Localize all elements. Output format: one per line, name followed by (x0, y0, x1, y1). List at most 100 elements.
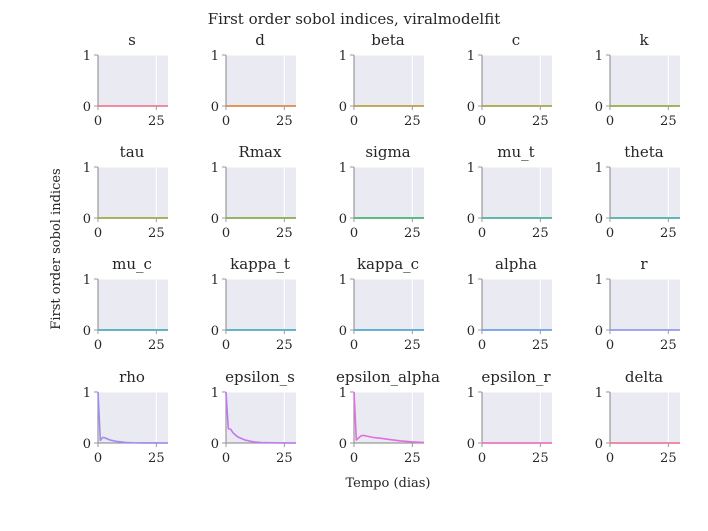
y-tick-label: 0 (83, 437, 91, 452)
subplot-title: Rmax (239, 143, 282, 161)
y-tick-label: 0 (339, 212, 347, 227)
subplot-title: d (255, 31, 265, 49)
subplot-sigma: 0 25 0 1 sigma (339, 143, 424, 241)
subplot-rho: 0 25 0 1 rho (83, 368, 169, 466)
x-tick-label: 25 (404, 114, 421, 129)
y-tick-label: 1 (211, 386, 219, 401)
y-tick-label: 1 (211, 161, 219, 176)
subplot-title: beta (371, 31, 405, 49)
x-tick-label: 25 (660, 451, 677, 466)
y-tick-label: 1 (467, 49, 475, 64)
y-tick-label: 0 (339, 100, 347, 115)
x-tick-label: 0 (350, 451, 358, 466)
y-tick-label: 0 (467, 100, 475, 115)
x-tick-label: 25 (148, 451, 165, 466)
plot-area (226, 167, 296, 218)
x-tick-label: 25 (404, 338, 421, 353)
y-tick-label: 0 (595, 324, 603, 339)
x-tick-label: 25 (660, 338, 677, 353)
subplot-k: 0 25 0 1 k (595, 31, 680, 129)
subplot-title: delta (625, 368, 663, 386)
x-tick-label: 25 (276, 451, 293, 466)
subplot-epsilon_r: 0 25 0 1 epsilon_r (467, 368, 552, 466)
x-tick-label: 0 (350, 338, 358, 353)
x-tick-label: 0 (94, 114, 102, 129)
x-tick-label: 25 (148, 338, 165, 353)
plot-area (610, 167, 680, 218)
y-tick-label: 0 (211, 324, 219, 339)
subplot-title: kappa_c (357, 255, 419, 273)
subplot-Rmax: 0 25 0 1 Rmax (211, 143, 296, 241)
x-tick-label: 0 (222, 114, 230, 129)
subplot-alpha: 0 25 0 1 alpha (467, 255, 552, 353)
x-tick-label: 25 (276, 114, 293, 129)
subplot-title: rho (119, 368, 145, 386)
y-tick-label: 1 (211, 273, 219, 288)
subplot-title: theta (624, 143, 664, 161)
x-tick-label: 0 (606, 226, 614, 241)
y-tick-label: 0 (595, 437, 603, 452)
x-tick-label: 0 (94, 226, 102, 241)
x-tick-label: 25 (532, 226, 549, 241)
plot-area (482, 392, 552, 443)
y-tick-label: 1 (467, 161, 475, 176)
subplot-title: epsilon_r (481, 368, 551, 386)
x-tick-label: 0 (222, 226, 230, 241)
subplot-c: 0 25 0 1 c (467, 31, 552, 129)
y-tick-label: 0 (467, 324, 475, 339)
y-tick-label: 1 (595, 273, 603, 288)
subplot-theta: 0 25 0 1 theta (595, 143, 680, 241)
x-tick-label: 25 (148, 114, 165, 129)
plot-area (98, 279, 168, 330)
subplot-epsilon_s: 0 25 0 1 epsilon_s (211, 368, 297, 466)
plot-area (98, 392, 168, 443)
plot-area (610, 55, 680, 106)
x-tick-label: 25 (660, 114, 677, 129)
subplot-title: epsilon_alpha (336, 368, 440, 386)
x-tick-label: 25 (276, 338, 293, 353)
subplot-d: 0 25 0 1 d (211, 31, 296, 129)
subplot-title: mu_c (112, 255, 152, 273)
subplot-kappa_c: 0 25 0 1 kappa_c (339, 255, 424, 353)
plot-area (354, 55, 424, 106)
x-tick-label: 0 (222, 338, 230, 353)
y-tick-label: 1 (211, 49, 219, 64)
x-tick-label: 0 (606, 338, 614, 353)
y-tick-label: 1 (595, 161, 603, 176)
subplot-title: k (639, 31, 649, 49)
x-tick-label: 0 (478, 226, 486, 241)
x-tick-label: 25 (660, 226, 677, 241)
plot-area (610, 392, 680, 443)
y-tick-label: 0 (211, 100, 219, 115)
y-tick-label: 1 (339, 386, 347, 401)
subplot-mu_t: 0 25 0 1 mu_t (467, 143, 552, 241)
plot-area (226, 279, 296, 330)
x-tick-label: 0 (350, 226, 358, 241)
subplot-title: s (128, 31, 136, 49)
y-tick-label: 1 (83, 273, 91, 288)
y-tick-label: 1 (467, 273, 475, 288)
y-tick-label: 1 (83, 49, 91, 64)
y-tick-label: 0 (467, 212, 475, 227)
series-line-epsilon_alpha (353, 391, 425, 444)
x-tick-label: 0 (606, 114, 614, 129)
y-tick-label: 0 (595, 100, 603, 115)
y-tick-label: 1 (595, 386, 603, 401)
subplot-title: r (640, 255, 648, 273)
plot-area (354, 279, 424, 330)
y-tick-label: 1 (83, 386, 91, 401)
x-tick-label: 0 (94, 451, 102, 466)
plot-area (98, 167, 168, 218)
series-line-rho (97, 391, 169, 444)
subplot-title: c (512, 31, 520, 49)
plot-area (482, 279, 552, 330)
x-tick-label: 25 (276, 226, 293, 241)
x-tick-label: 0 (222, 451, 230, 466)
x-tick-label: 0 (478, 451, 486, 466)
y-tick-label: 0 (595, 212, 603, 227)
subplot-beta: 0 25 0 1 beta (339, 31, 424, 129)
x-tick-label: 0 (606, 451, 614, 466)
y-axis-label: First order sobol indices (49, 168, 64, 329)
